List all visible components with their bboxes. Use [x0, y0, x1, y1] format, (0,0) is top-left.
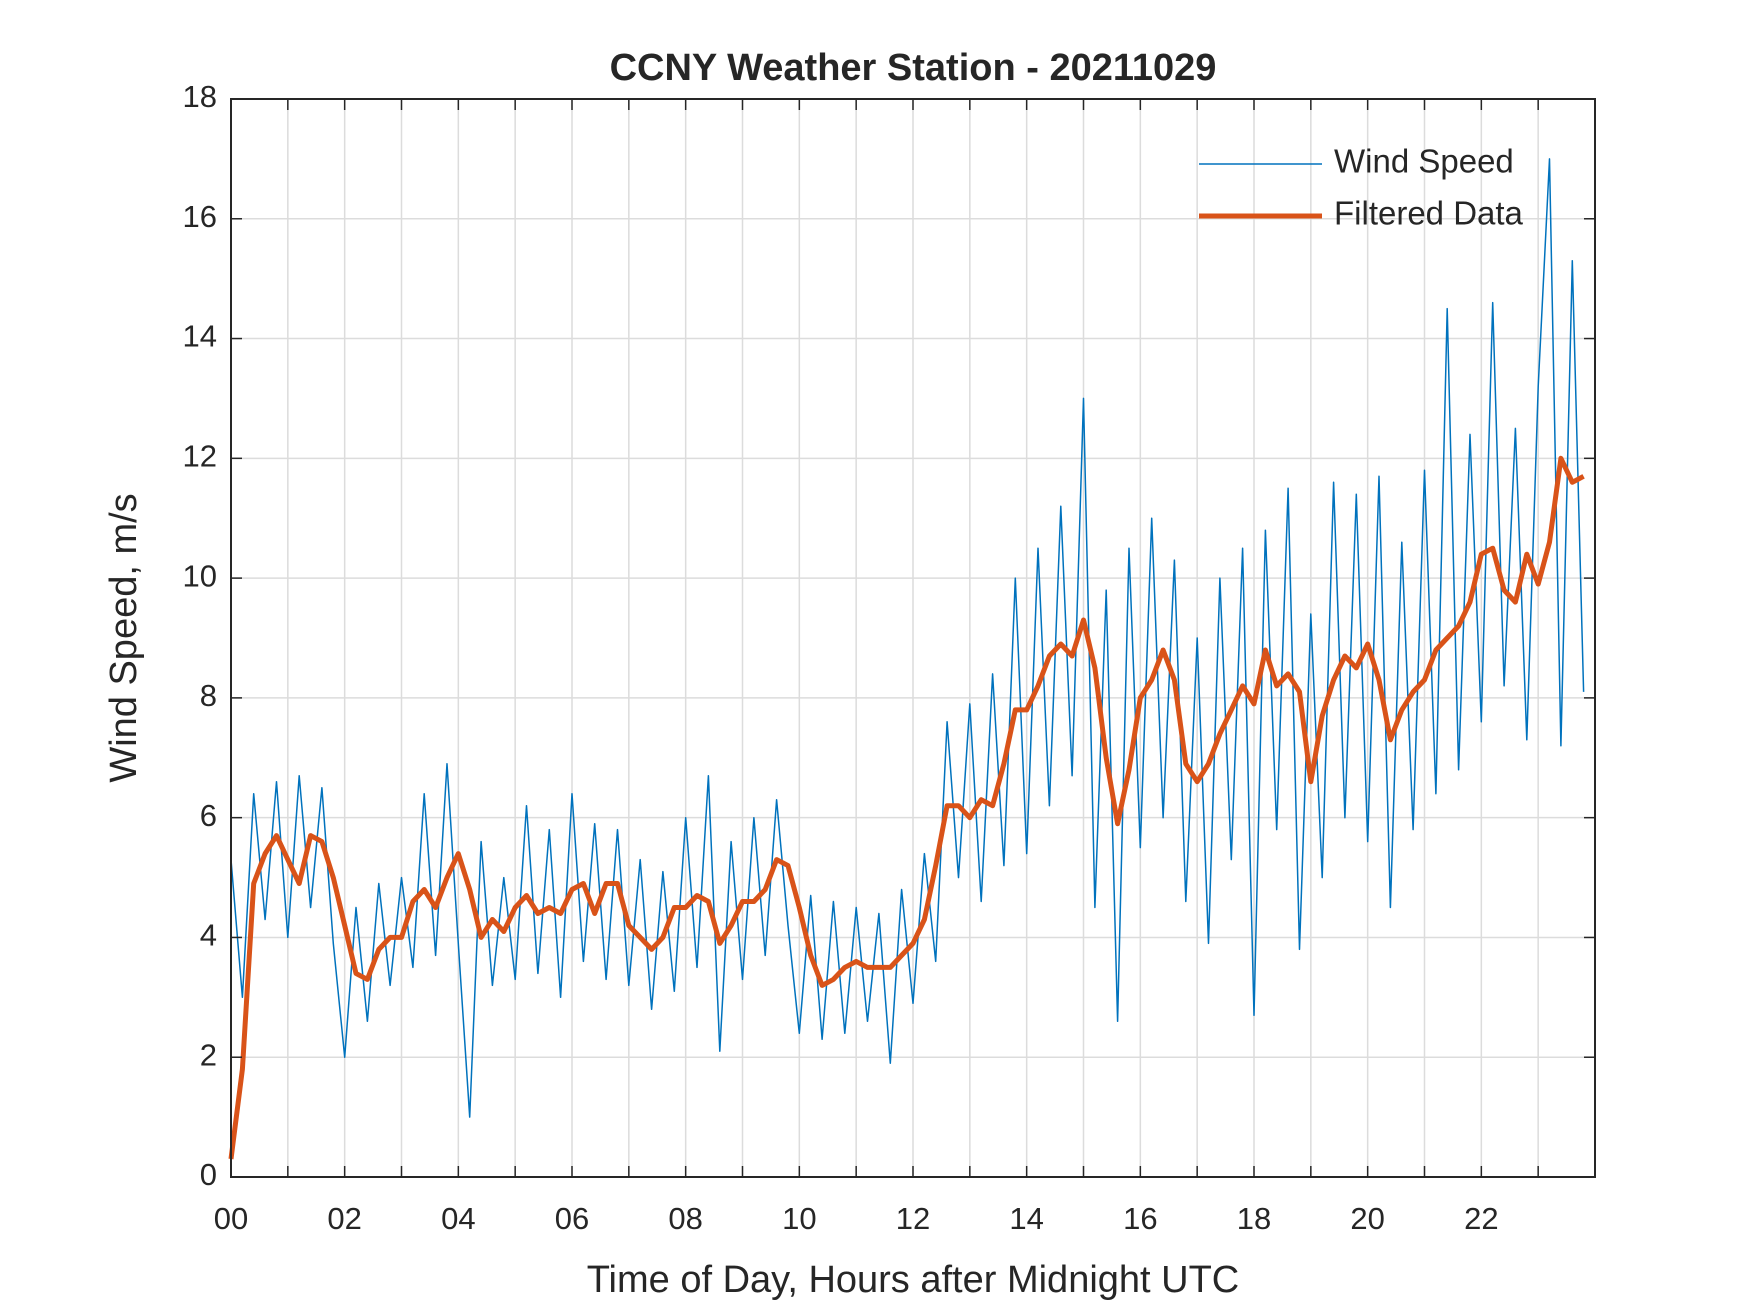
y-tick-label: 12: [183, 439, 217, 474]
y-tick-label: 2: [200, 1037, 217, 1072]
axes-box: [230, 98, 1596, 1178]
y-tick-label: 18: [183, 79, 217, 114]
y-tick-label: 14: [183, 319, 217, 354]
plot-area: [228, 158, 1585, 1160]
legend: Wind Speed Filtered Data: [1199, 143, 1524, 232]
x-tick-label: 14: [1009, 1201, 1043, 1236]
legend-label: Filtered Data: [1334, 195, 1524, 232]
x-tick-label: 16: [1123, 1201, 1157, 1236]
y-tick-label: 10: [183, 558, 217, 593]
chart-title: CCNY Weather Station - 20211029: [610, 47, 1217, 89]
x-tick-label: 06: [555, 1201, 589, 1236]
x-tick-label: 18: [1237, 1201, 1271, 1236]
x-tick-label: 22: [1464, 1201, 1498, 1236]
x-tick-label: 08: [668, 1201, 702, 1236]
x-tick-label: 10: [782, 1201, 816, 1236]
y-tick-label: 0: [200, 1157, 217, 1192]
legend-label: Wind Speed: [1334, 143, 1514, 180]
x-tick-label: 00: [214, 1201, 248, 1236]
y-tick-label: 6: [200, 798, 217, 833]
x-axis-label: Time of Day, Hours after Midnight UTC: [587, 1259, 1240, 1301]
y-tick-label: 16: [183, 199, 217, 234]
x-tick-label: 02: [327, 1201, 361, 1236]
series-line: [228, 455, 1585, 1160]
y-tick-label: 8: [200, 678, 217, 713]
y-tick-label: 4: [200, 918, 217, 953]
x-tick-label: 04: [441, 1201, 475, 1236]
y-axis-label: Wind Speed, m/s: [103, 493, 145, 782]
x-tick-label: 20: [1350, 1201, 1384, 1236]
x-tick-label: 12: [896, 1201, 930, 1236]
